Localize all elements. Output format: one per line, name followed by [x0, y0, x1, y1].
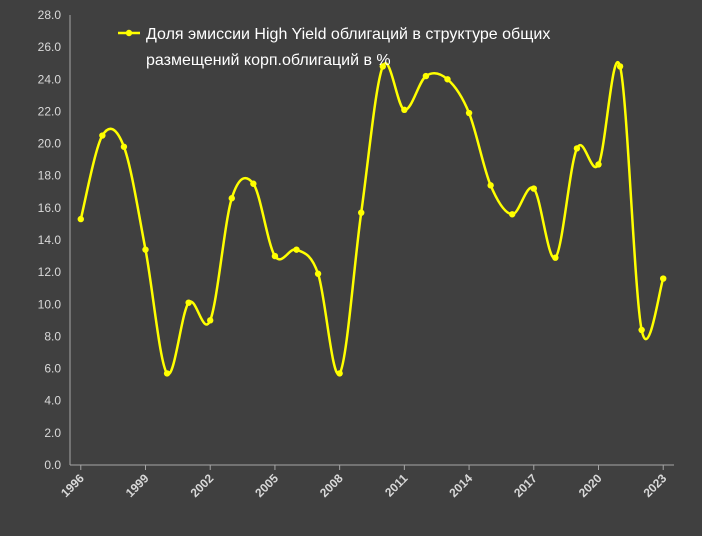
x-tick-label: 2014 — [446, 471, 475, 500]
y-tick-label: 6.0 — [44, 362, 61, 376]
data-point-2005 — [271, 252, 279, 260]
data-point-2002 — [207, 317, 214, 324]
data-point-2003 — [228, 195, 235, 202]
y-tick-label: 24.0 — [38, 72, 62, 86]
x-tick-label: 2017 — [511, 471, 540, 500]
data-point-2013 — [444, 76, 451, 83]
data-point-2004 — [250, 180, 257, 187]
data-point-2008 — [336, 370, 343, 377]
legend-label-line-2: размещений корп.облигаций в % — [146, 52, 391, 69]
axes — [69, 15, 674, 466]
x-tick-label: 2020 — [576, 471, 605, 500]
x-tick-label: 2023 — [641, 471, 670, 500]
data-point-2010 — [379, 63, 386, 70]
y-tick-label: 16.0 — [38, 201, 62, 215]
x-tick-label: 2008 — [317, 471, 346, 500]
data-point-1998 — [120, 143, 128, 150]
legend-label-line-1: Доля эмиссии High Yield облигаций в стру… — [146, 26, 550, 43]
y-tick-label: 14.0 — [38, 233, 62, 247]
series-line — [79, 61, 665, 376]
x-tick-label: 2005 — [252, 471, 281, 500]
data-point-2021 — [616, 63, 624, 70]
data-point-2014 — [465, 109, 473, 117]
legend: Доля эмиссии High Yield облигаций в стру… — [118, 26, 550, 69]
data-point-2020 — [595, 161, 602, 168]
data-point-2007 — [314, 270, 322, 277]
series-group — [77, 61, 667, 377]
x-tick-label: 2002 — [188, 471, 217, 500]
data-point-2009 — [358, 209, 365, 216]
data-point-2017 — [530, 185, 537, 192]
data-point-2001 — [185, 299, 192, 306]
data-point-1997 — [99, 132, 106, 139]
x-tick-label: 2011 — [382, 471, 411, 500]
y-tick-label: 0.0 — [44, 458, 61, 472]
y-tick-label: 20.0 — [38, 137, 62, 151]
y-tick-label: 28.0 — [38, 8, 62, 22]
data-point-2016 — [509, 211, 516, 218]
data-point-2023 — [660, 275, 667, 282]
x-tick-label: 1999 — [123, 471, 152, 500]
data-point-2019 — [573, 145, 581, 152]
y-tick-label: 2.0 — [44, 426, 61, 440]
data-point-2022 — [638, 326, 645, 334]
data-point-2000 — [163, 370, 171, 377]
y-axis-ticks: 0.0 2.0 4.0 6.0 8.0 10.0 12.0 14.0 16.0 18.0 20.0 2… — [38, 8, 62, 472]
legend-marker — [125, 29, 133, 37]
data-point-2015 — [487, 182, 494, 189]
data-point-2012 — [422, 72, 430, 80]
x-axis-ticks: 1996 1999 2002 2005 2008 2011 2014 2017 2020 2023 — [58, 465, 670, 500]
data-point-1999 — [142, 246, 149, 253]
data-point-2006 — [293, 246, 300, 253]
data-point-2018 — [552, 254, 559, 261]
y-tick-label: 4.0 — [44, 394, 61, 408]
data-point-2011 — [401, 106, 408, 114]
y-tick-label: 18.0 — [38, 169, 62, 183]
y-tick-label: 12.0 — [38, 265, 62, 279]
y-tick-label: 26.0 — [38, 40, 62, 54]
y-tick-label: 10.0 — [38, 297, 62, 311]
y-tick-label: 22.0 — [38, 104, 62, 118]
x-tick-label: 1996 — [58, 471, 87, 500]
y-tick-label: 8.0 — [44, 329, 61, 343]
data-point-1996 — [77, 215, 84, 223]
